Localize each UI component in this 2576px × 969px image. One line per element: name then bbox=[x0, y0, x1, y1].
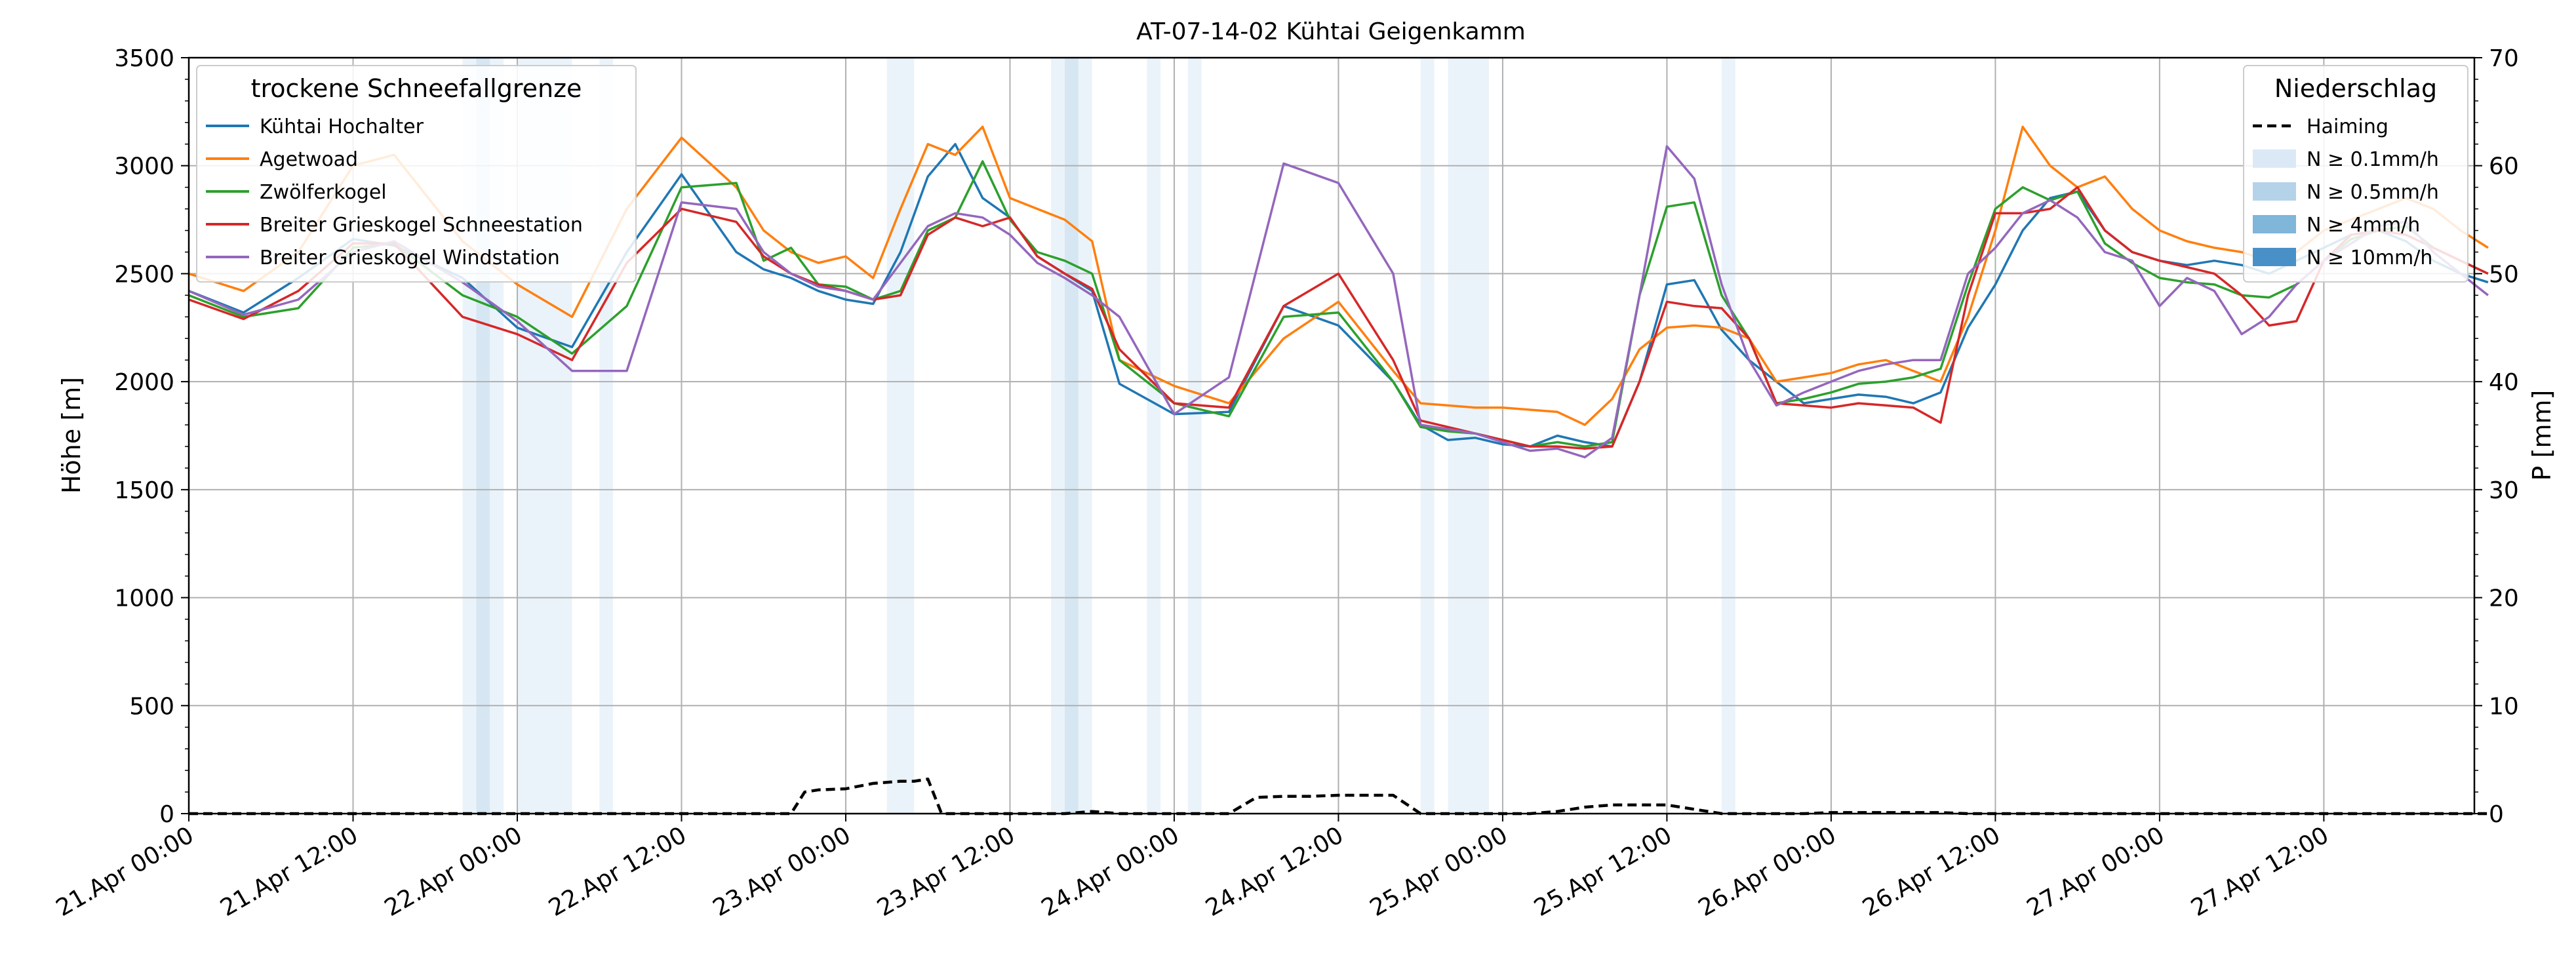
x-tick-label: 23.Apr 12:00 bbox=[873, 821, 1020, 922]
precip-band bbox=[1420, 58, 1435, 814]
precip-band bbox=[1187, 58, 1202, 814]
chart-title: AT-07-14-02 Kühtai Geigenkamm bbox=[1136, 18, 1526, 45]
legend-right-swatch bbox=[2253, 215, 2296, 233]
y-tick-label-right: 20 bbox=[2489, 585, 2519, 612]
y-tick-label-left: 500 bbox=[129, 693, 174, 720]
x-tick-label: 23.Apr 00:00 bbox=[709, 821, 856, 922]
y-tick-label-left: 3000 bbox=[114, 153, 174, 180]
y-tick-label-right: 40 bbox=[2489, 369, 2519, 396]
series-line-breiter-grieskogel-windstation bbox=[188, 145, 2489, 459]
legend-right-swatch bbox=[2253, 149, 2296, 168]
legend-right: Niederschlag Haiming N ≥ 0.1mm/h N ≥ 0.5mm/… bbox=[2243, 65, 2468, 283]
x-tick-label: 26.Apr 12:00 bbox=[1858, 821, 2005, 922]
legend-left-box bbox=[196, 65, 637, 283]
y-tick-label-left: 0 bbox=[159, 801, 174, 828]
x-tick-label: 26.Apr 00:00 bbox=[1694, 821, 1841, 922]
y-tick-label-right: 30 bbox=[2489, 477, 2519, 504]
x-tick-label: 27.Apr 00:00 bbox=[2023, 821, 2170, 922]
precip-band bbox=[1064, 58, 1079, 814]
legend-left: trockene Schneefallgrenze Kühtai Hochalte… bbox=[196, 65, 637, 283]
series-line-breiter-grieskogel-schneestation bbox=[188, 186, 2489, 450]
legend-right-entry: N ≥ 0.5mm/h bbox=[2307, 181, 2439, 204]
y-tick-label-left: 2500 bbox=[114, 261, 174, 288]
plot-frame bbox=[188, 56, 2476, 815]
precip-bands bbox=[462, 58, 1735, 814]
legend-right-entry: N ≥ 0.1mm/h bbox=[2307, 148, 2439, 171]
legend-right-entry: N ≥ 10mm/h bbox=[2307, 247, 2432, 269]
y-tick-label-left: 1500 bbox=[114, 477, 174, 504]
legend-right-swatch bbox=[2253, 182, 2296, 201]
legend-left-title: trockene Schneefallgrenze bbox=[251, 74, 582, 103]
legend-right-title: Niederschlag bbox=[2274, 74, 2437, 103]
x-tick-label: 21.Apr 00:00 bbox=[52, 821, 199, 922]
legend-left-entry: Zwölferkogel bbox=[260, 181, 387, 204]
y-axis-label-right: P [mm] bbox=[2527, 390, 2556, 481]
legend-left-entry: Agetwoad bbox=[260, 148, 358, 171]
x-tick-label: 24.Apr 00:00 bbox=[1037, 821, 1184, 922]
x-tick-label: 24.Apr 12:00 bbox=[1201, 821, 1348, 922]
y-tick-label-right: 70 bbox=[2489, 45, 2519, 72]
series-line-zw-lferkogel bbox=[188, 160, 2489, 448]
series-lines bbox=[188, 125, 2489, 816]
y-tick-label-right: 60 bbox=[2489, 153, 2519, 180]
series-line-agetwoad bbox=[188, 125, 2489, 426]
legend-right-entry: N ≥ 4mm/h bbox=[2307, 214, 2420, 237]
legend-left-entry: Breiter Grieskogel Schneestation bbox=[260, 214, 583, 237]
y-tick-label-right: 0 bbox=[2489, 801, 2504, 828]
y-tick-label-right: 50 bbox=[2489, 261, 2519, 288]
y-axis-label-left: Höhe [m] bbox=[57, 377, 86, 494]
legend-right-box bbox=[2243, 65, 2468, 283]
precip-band bbox=[886, 58, 915, 814]
y-tick-label-left: 2000 bbox=[114, 369, 174, 396]
legend-right-swatch bbox=[2253, 248, 2296, 266]
precip-band bbox=[1721, 58, 1735, 814]
x-tick-label: 21.Apr 12:00 bbox=[216, 821, 363, 922]
legend-left-entry: Kühtai Hochalter bbox=[260, 115, 424, 138]
precip-band bbox=[1051, 58, 1065, 814]
legend-left-entry: Breiter Grieskogel Windstation bbox=[260, 247, 560, 269]
precip-band bbox=[1078, 58, 1092, 814]
x-tick-label: 25.Apr 12:00 bbox=[1530, 821, 1676, 922]
x-tick-label: 22.Apr 12:00 bbox=[544, 821, 691, 922]
precip-band bbox=[1147, 58, 1161, 814]
y-tick-label-left: 3500 bbox=[114, 45, 174, 72]
x-tick-label: 25.Apr 00:00 bbox=[1366, 821, 1513, 922]
legend-right-entry: Haiming bbox=[2307, 115, 2388, 138]
x-tick-label: 22.Apr 00:00 bbox=[380, 821, 527, 922]
y-tick-label-left: 1000 bbox=[114, 585, 174, 612]
y-tick-label-right: 10 bbox=[2489, 693, 2519, 720]
x-tick-label: 27.Apr 12:00 bbox=[2187, 821, 2333, 922]
